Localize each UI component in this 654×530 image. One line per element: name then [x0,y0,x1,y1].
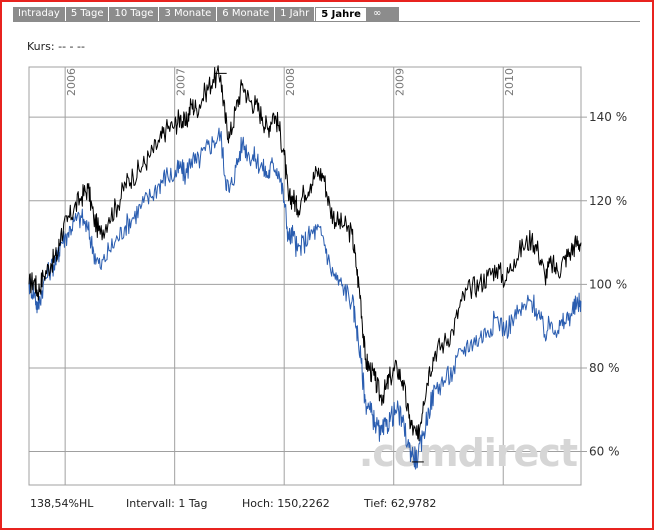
x-tick-label: 2008 [284,68,297,96]
x-tick-label: 2010 [503,68,516,96]
tab-underline [13,21,640,22]
y-tick-label: 100 % [589,277,627,291]
y-tick-label: 80 % [589,361,620,375]
tab-1-jahr[interactable]: 1 Jahr [275,7,316,21]
series-line-compare [28,127,582,470]
footer-low: Tief: 62,9782 [364,497,437,510]
tab-10-tage[interactable]: 10 Tage [109,7,160,21]
y-tick-label: 120 % [589,194,627,208]
y-tick-label: 60 % [589,445,620,459]
x-tick-label: 2006 [65,68,78,96]
tab-5-tage[interactable]: 5 Tage [65,7,110,21]
kurs-label: Kurs: -- - -- [27,40,85,53]
comdirect-logo: .comdirect [359,431,578,475]
footer-change: 138,54%HL [30,497,94,510]
plot-border [28,66,582,486]
period-tabs: Intraday 5 Tage 10 Tage 3 Monate 6 Monate 1 J… [13,7,400,22]
tab-5-jahre[interactable]: 5 Jahre [315,7,367,22]
tab-3-monate[interactable]: 3 Monate [159,7,218,21]
footer-interval: Intervall: 1 Tag [126,497,208,510]
tab-intraday[interactable]: Intraday [13,7,66,21]
tab-infinite[interactable]: ∞ [366,7,400,21]
y-tick-label: 140 % [589,110,627,124]
x-tick-label: 2007 [175,68,188,96]
series-line-main [28,65,582,442]
tab-6-monate[interactable]: 6 Monate [217,7,276,21]
x-tick-label: 2009 [394,68,407,96]
footer-high: Hoch: 150,2262 [242,497,330,510]
